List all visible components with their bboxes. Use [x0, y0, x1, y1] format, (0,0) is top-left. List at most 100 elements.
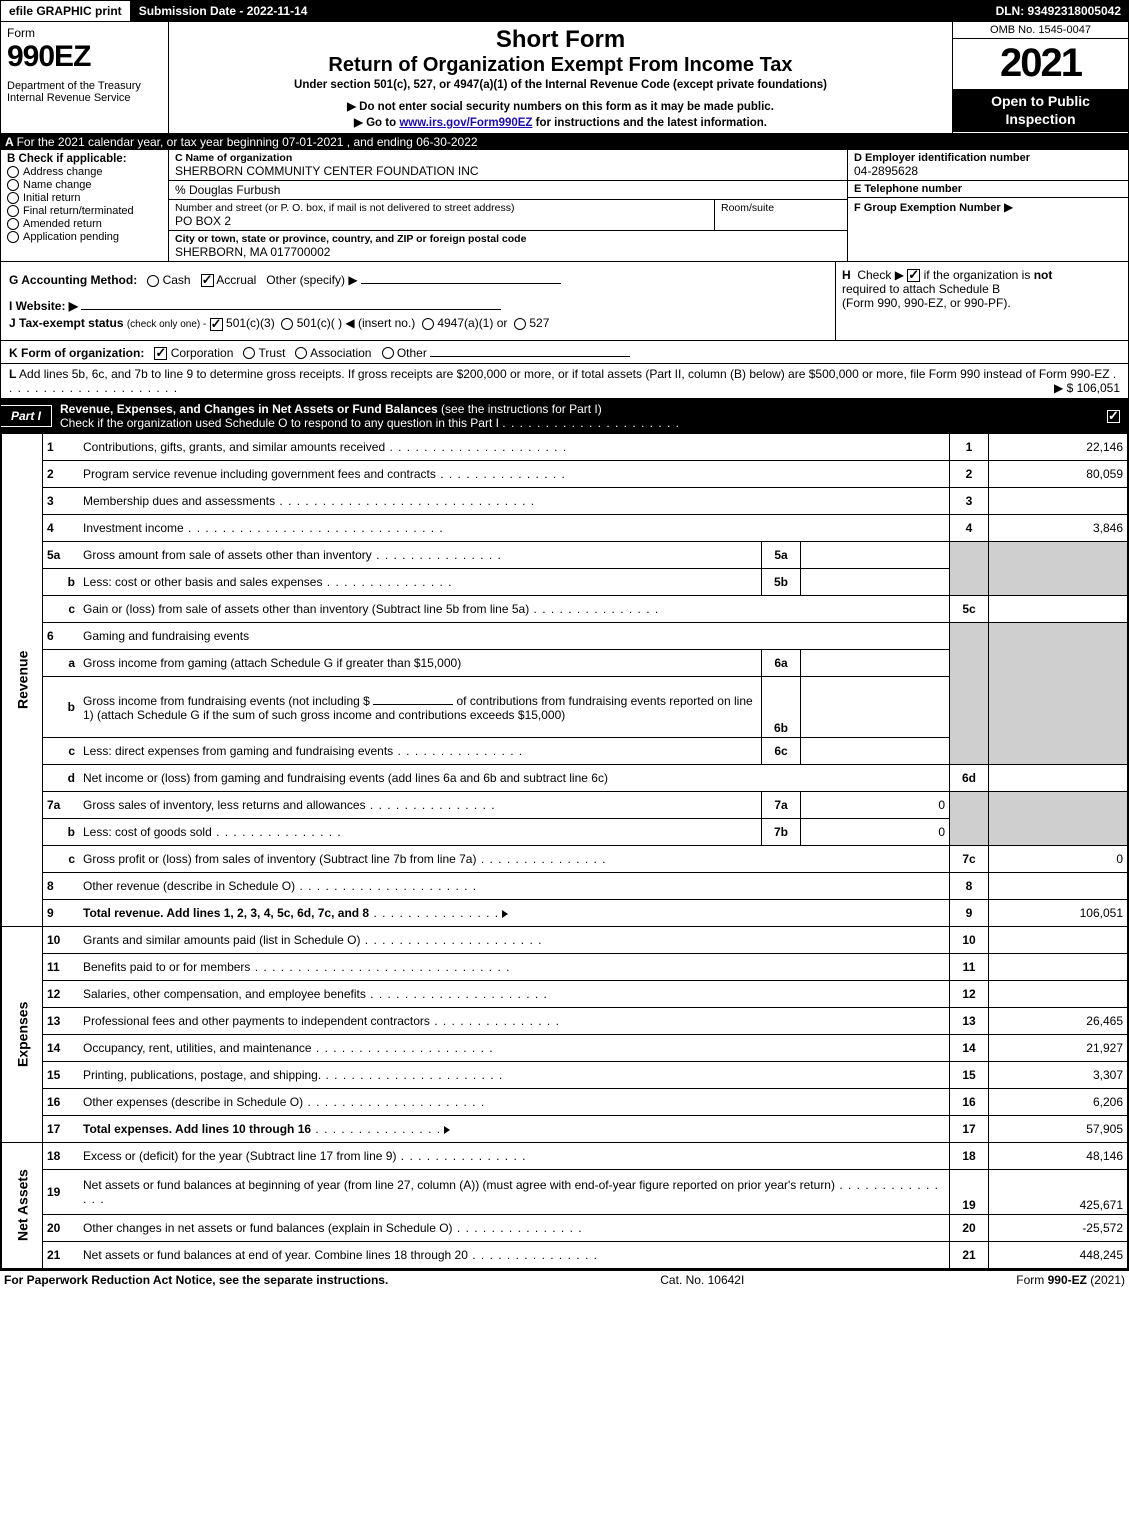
g-other-input[interactable]: [361, 271, 561, 284]
column-de: D Employer identification number 04-2895…: [848, 150, 1128, 261]
header-left: Form 990EZ Department of the Treasury In…: [1, 22, 169, 133]
k-corporation-check[interactable]: [154, 347, 167, 360]
arrow-icon: [502, 910, 508, 918]
line-1: Revenue 1 Contributions, gifts, grants, …: [2, 433, 1128, 460]
line-2: 2 Program service revenue including gove…: [2, 460, 1128, 487]
line-7c-value: 0: [989, 845, 1128, 872]
l-label: L: [9, 367, 16, 381]
line-12: 12 Salaries, other compensation, and emp…: [2, 980, 1128, 1007]
line-17-value: 57,905: [989, 1115, 1128, 1142]
line-4-value: 3,846: [989, 514, 1128, 541]
ein-value: 04-2895628: [854, 164, 1122, 178]
chk-amended-return[interactable]: Amended return: [7, 218, 162, 230]
line-7a: 7a Gross sales of inventory, less return…: [2, 791, 1128, 818]
street-value: PO BOX 2: [175, 214, 708, 228]
line-18: Net Assets 18 Excess or (deficit) for th…: [2, 1142, 1128, 1169]
telephone-label: E Telephone number: [854, 183, 1122, 195]
h-text1: Check ▶: [857, 268, 904, 282]
j-501c3-check[interactable]: [210, 318, 223, 331]
line-7c: c Gross profit or (loss) from sales of i…: [2, 845, 1128, 872]
page-footer: For Paperwork Reduction Act Notice, see …: [0, 1270, 1129, 1289]
g-cash-label: Cash: [163, 273, 191, 287]
form-header: Form 990EZ Department of the Treasury In…: [1, 22, 1128, 134]
row-a-text: For the 2021 calendar year, or tax year …: [17, 135, 478, 149]
j-527-radio[interactable]: [514, 318, 526, 330]
line-15-value: 3,307: [989, 1061, 1128, 1088]
line-5a: 5a Gross amount from sale of assets othe…: [2, 541, 1128, 568]
line-9: 9 Total revenue. Add lines 1, 2, 3, 4, 5…: [2, 899, 1128, 926]
b-header: Check if applicable:: [19, 153, 127, 165]
h-label: H: [842, 268, 851, 282]
footer-left: For Paperwork Reduction Act Notice, see …: [4, 1273, 388, 1287]
h-block: H Check ▶ if the organization is not req…: [835, 262, 1128, 340]
efile-print[interactable]: efile GRAPHIC print: [0, 0, 131, 22]
org-name-block: C Name of organization SHERBORN COMMUNIT…: [169, 150, 847, 181]
line-7b: b Less: cost of goods sold 7b 0: [2, 818, 1128, 845]
line-6a: a Gross income from gaming (attach Sched…: [2, 649, 1128, 676]
dln: DLN: 93492318005042: [988, 0, 1129, 22]
h-checkbox[interactable]: [907, 269, 920, 282]
g-cash-radio[interactable]: [147, 275, 159, 287]
street-label: Number and street (or P. O. box, if mail…: [175, 202, 708, 214]
group-exemption-label: F Group Exemption Number: [854, 202, 1001, 214]
org-name-value: SHERBORN COMMUNITY CENTER FOUNDATION INC: [175, 164, 841, 178]
chk-final-return[interactable]: Final return/terminated: [7, 205, 162, 217]
j-4947-label: 4947(a)(1) or: [437, 316, 507, 330]
chk-address-change[interactable]: Address change: [7, 166, 162, 178]
part1-title-block: Revenue, Expenses, and Changes in Net As…: [52, 399, 1099, 433]
line-13-value: 26,465: [989, 1007, 1128, 1034]
row-a: A For the 2021 calendar year, or tax yea…: [1, 134, 1128, 150]
g-accrual-label: Accrual: [216, 273, 256, 287]
ein-label: D Employer identification number: [854, 152, 1122, 164]
part1-title: Revenue, Expenses, and Changes in Net As…: [60, 402, 438, 416]
public-inspection: Open to Public Inspection: [953, 89, 1128, 132]
j-527-label: 527: [529, 316, 549, 330]
line-5c: c Gain or (loss) from sale of assets oth…: [2, 595, 1128, 622]
subtitle-2: ▶ Do not enter social security numbers o…: [177, 99, 944, 113]
k-other-radio[interactable]: [382, 347, 394, 359]
group-exemption-block: F Group Exemption Number ▶: [848, 198, 1128, 216]
section-b-to-f: B Check if applicable: Address change Na…: [1, 150, 1128, 262]
line-5b: b Less: cost or other basis and sales ex…: [2, 568, 1128, 595]
k-trust-radio[interactable]: [243, 347, 255, 359]
line-19-value: 425,671: [989, 1169, 1128, 1214]
line-4: 4 Investment income 4 3,846: [2, 514, 1128, 541]
tax-year: 2021: [953, 39, 1128, 89]
line-6b: b Gross income from fundraising events (…: [2, 676, 1128, 737]
expenses-side-label: Expenses: [2, 926, 43, 1142]
line-19: 19 Net assets or fund balances at beginn…: [2, 1169, 1128, 1214]
j-501c-radio[interactable]: [281, 318, 293, 330]
chk-initial-return[interactable]: Initial return: [7, 192, 162, 204]
j-4947-radio[interactable]: [422, 318, 434, 330]
chk-name-change[interactable]: Name change: [7, 179, 162, 191]
irs-link[interactable]: www.irs.gov/Form990EZ: [399, 117, 532, 129]
i-label: I Website: ▶: [9, 299, 78, 313]
part1-schedule-o-check[interactable]: [1107, 410, 1120, 423]
city-label: City or town, state or province, country…: [175, 233, 841, 245]
header-center: Short Form Return of Organization Exempt…: [169, 22, 952, 133]
part1-tab: Part I: [1, 405, 52, 427]
row-a-label: A: [5, 135, 13, 149]
h-text4: required to attach Schedule B: [842, 282, 1000, 296]
k-other-input[interactable]: [430, 344, 630, 357]
part1-check-end: [1099, 406, 1128, 426]
subtitle-1: Under section 501(c), 527, or 4947(a)(1)…: [177, 79, 944, 91]
city-value: SHERBORN, MA 017700002: [175, 245, 841, 259]
g-label: G Accounting Method:: [9, 273, 137, 287]
ein-block: D Employer identification number 04-2895…: [848, 150, 1128, 181]
street-block: Number and street (or P. O. box, if mail…: [169, 200, 715, 230]
line-18-value: 48,146: [989, 1142, 1128, 1169]
g-accrual-check[interactable]: [201, 274, 214, 287]
omb-number: OMB No. 1545-0047: [953, 22, 1128, 39]
column-c: C Name of organization SHERBORN COMMUNIT…: [169, 150, 848, 261]
website-input[interactable]: [81, 297, 501, 310]
short-form-title: Short Form: [177, 26, 944, 54]
k-association-radio[interactable]: [295, 347, 307, 359]
sub3-pre: ▶ Go to: [354, 117, 399, 129]
line-16-value: 6,206: [989, 1088, 1128, 1115]
line-g: G Accounting Method: Cash Accrual Other …: [9, 271, 827, 287]
line-6d: d Net income or (loss) from gaming and f…: [2, 764, 1128, 791]
chk-application-pending[interactable]: Application pending: [7, 231, 162, 243]
line-6b-amount-input[interactable]: [373, 692, 453, 705]
arrow-icon: [444, 1126, 450, 1134]
